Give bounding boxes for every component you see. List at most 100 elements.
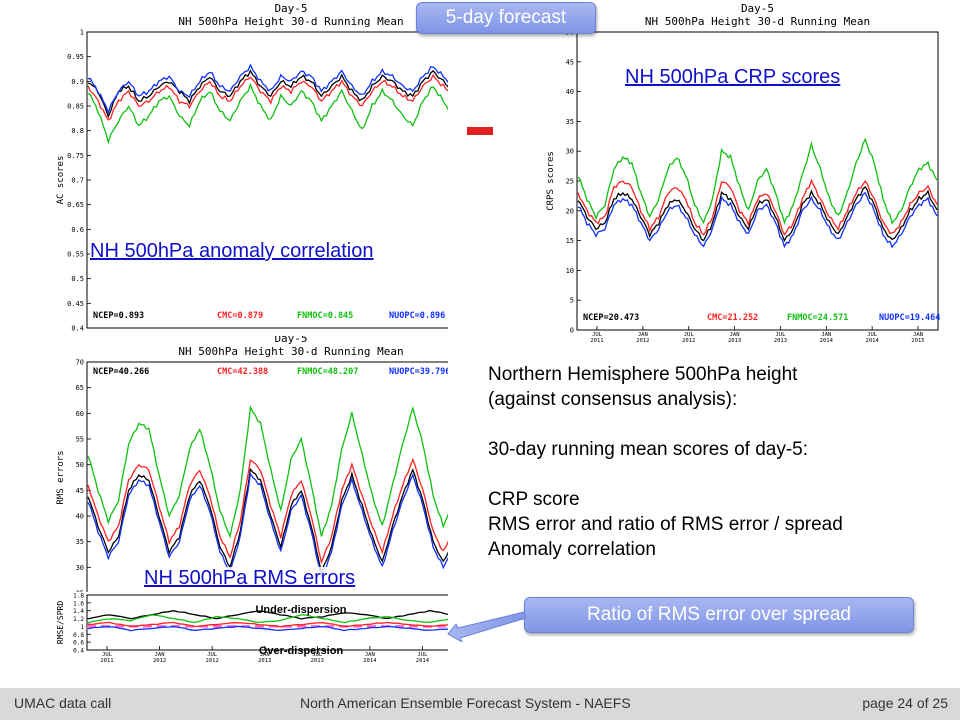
y-tick-label: 0.6	[73, 640, 84, 647]
crps-link[interactable]: NH 500hPa CRP scores	[625, 66, 841, 89]
y-tick-label: 55	[76, 436, 84, 444]
anomaly-correlation-chart: Day-5NH 500hPa Height 30-d Running Mean 0…	[50, 0, 448, 334]
x-tick-year: 2013	[311, 658, 324, 664]
x-tick-year: 2013	[774, 338, 787, 344]
y-tick-label: 0.7	[71, 177, 84, 185]
y-tick-label: 0.75	[67, 152, 84, 160]
ratio-badge: Ratio of RMS error over spread	[524, 597, 914, 633]
x-tick-label: JUL	[417, 652, 428, 658]
series-line-nuopc	[87, 63, 448, 115]
x-tick-year: 2012	[636, 338, 649, 344]
footer-center: North American Ensemble Forecast System …	[300, 695, 631, 711]
series-line-cmc	[87, 621, 448, 628]
x-tick-year: 2013	[258, 658, 271, 664]
rms-errors-chart: Day-5NH 500hPa Height 30-d Running Mean 2…	[50, 336, 448, 592]
y-tick-label: 0.45	[67, 300, 84, 308]
x-tick-year: 2012	[153, 658, 166, 664]
annotation-under-dispersion: Under-dispersion	[255, 604, 346, 616]
y-tick-label: 30	[566, 148, 574, 156]
x-tick-year: 2014	[416, 658, 430, 664]
footer-left: UMAC data call	[14, 695, 112, 711]
y-axis-label: CRPS scores	[546, 151, 556, 211]
y-tick-label: 0.4	[71, 325, 84, 333]
series-line-fnmoc	[87, 82, 448, 145]
series-line-nuopc	[87, 471, 448, 581]
x-tick-label: JUL	[684, 332, 695, 338]
x-tick-year: 2012	[682, 338, 695, 344]
annotation-over-dispersion: Over-dispersion	[259, 645, 344, 657]
x-tick-label: JAN	[730, 332, 740, 338]
y-tick-label: 50	[76, 461, 84, 469]
legend-entry: NUOPC=39.796	[389, 367, 448, 377]
ratio-chart: 0.40.60.811.21.41.61.8RMSE/SPRDJUL2011JA…	[50, 592, 448, 670]
y-tick-label: 45	[566, 58, 574, 66]
series-line-cmc	[87, 457, 448, 565]
series-line-cmc	[577, 178, 938, 236]
legend-entry: FNMOC=48.207	[297, 367, 358, 377]
series-line-fnmoc	[87, 404, 448, 539]
y-tick-label: 1.2	[73, 616, 84, 623]
x-tick-year: 2014	[866, 338, 880, 344]
y-tick-label: 65	[76, 384, 84, 392]
series-line-nuopc	[577, 191, 938, 249]
y-axis-label: RMSE/SPRD	[56, 601, 65, 645]
description-line-6: CRP score	[488, 489, 580, 510]
chart-title-top: Day-5	[274, 336, 307, 345]
y-axis-label: AC scores	[56, 156, 66, 205]
plot-frame	[86, 31, 448, 329]
x-tick-year: 2014	[363, 658, 377, 664]
legend-entry: CMC=21.252	[707, 313, 758, 323]
minus-sign	[467, 127, 493, 135]
five-day-forecast-badge: 5-day forecast	[416, 2, 596, 34]
legend-entry: CMC=0.879	[217, 311, 263, 321]
x-tick-year: 2011	[100, 658, 113, 664]
x-tick-label: JUL	[867, 332, 878, 338]
y-tick-label: 0.55	[67, 251, 84, 259]
series-line-fnmoc	[87, 614, 448, 624]
series-line-nuopc	[87, 625, 448, 632]
chart-title-top: Day-5	[741, 2, 774, 15]
y-tick-label: 0.8	[73, 632, 84, 639]
y-tick-label: 0.65	[67, 201, 84, 209]
y-tick-label: 70	[76, 359, 84, 367]
y-tick-label: 1	[80, 624, 84, 631]
x-tick-label: JUL	[102, 652, 113, 658]
x-tick-year: 2012	[206, 658, 219, 664]
series-line-ncep	[87, 69, 448, 119]
y-tick-label: 20	[566, 207, 574, 215]
y-tick-label: 35	[566, 118, 574, 126]
y-tick-label: 25	[76, 590, 84, 593]
x-tick-label: JAN	[821, 332, 831, 338]
y-tick-label: 0.4	[73, 648, 84, 655]
series-line-ncep	[87, 609, 448, 620]
x-tick-year: 2015	[911, 338, 924, 344]
footer-right: page 24 of 25	[862, 695, 948, 711]
x-tick-label: JAN	[260, 652, 270, 658]
chart-title-top: Day-5	[274, 2, 307, 15]
x-tick-label: JAN	[638, 332, 648, 338]
rms-errors-link[interactable]: NH 500hPa RMS errors	[144, 567, 356, 590]
y-tick-label: 0	[570, 327, 574, 335]
y-tick-label: 35	[76, 538, 84, 546]
description-line-1: Northern Hemisphere 500hPa height	[488, 364, 798, 385]
x-tick-label: JUL	[592, 332, 603, 338]
y-tick-label: 30	[76, 564, 84, 572]
x-tick-label: JUL	[207, 652, 218, 658]
x-tick-label: JUL	[775, 332, 786, 338]
x-tick-year: 2013	[728, 338, 741, 344]
chart-title: NH 500hPa Height 30-d Running Mean	[178, 15, 403, 28]
legend-entry: NCEP=40.266	[93, 367, 149, 377]
y-axis-label: RMS errors	[56, 450, 66, 504]
anomaly-correlation-link[interactable]: NH 500hPa anomaly correlation	[90, 240, 374, 263]
footer-bar: UMAC data call North American Ensemble F…	[0, 688, 960, 720]
series-line-ncep	[577, 186, 938, 243]
chart-title: NH 500hPa Height 30-d Running Mean	[178, 345, 403, 358]
y-tick-label: 1.6	[73, 600, 84, 607]
y-tick-label: 10	[566, 267, 574, 275]
chart-title: NH 500hPa Height 30-d Running Mean	[645, 15, 870, 28]
y-tick-label: 0.6	[71, 226, 84, 234]
legend-entry: FNMOC=0.845	[297, 311, 353, 321]
legend-entry: NUOPC=19.464	[879, 313, 940, 323]
y-tick-label: 5	[570, 297, 574, 305]
plot-frame	[86, 361, 448, 592]
